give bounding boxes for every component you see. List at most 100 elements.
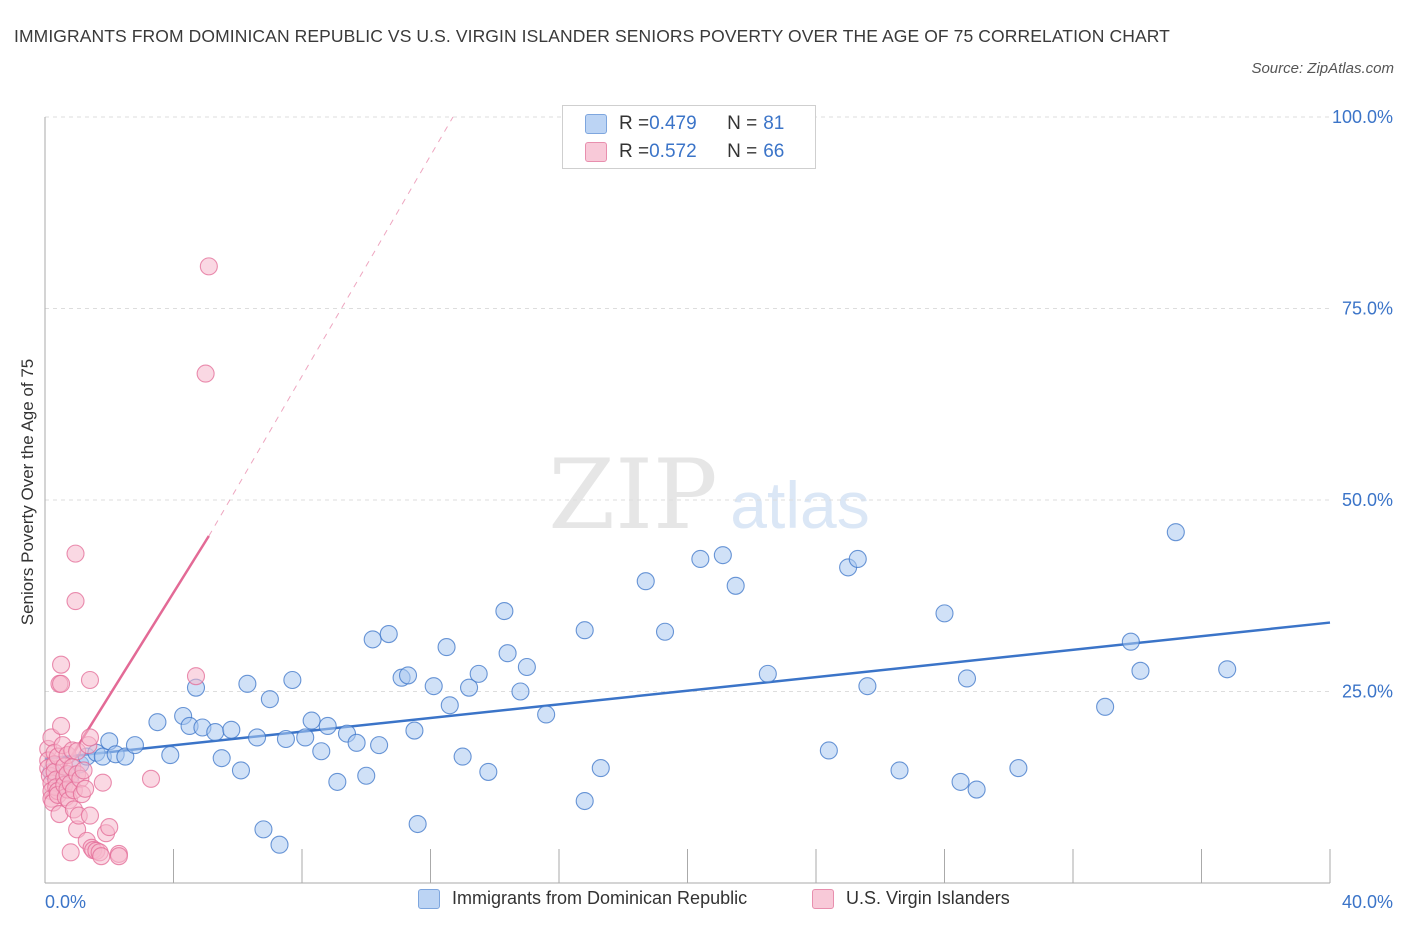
legend-row-dominican: R = 0.479 N = 81 [585,112,784,136]
point-dominican [1166,523,1185,542]
series-legend-virgin-islanders: U.S. Virgin Islanders [812,888,1010,909]
point-virgin-islanders [52,674,71,693]
tick-labels: 25.0% 50.0% 75.0% 100.0% 0.0% 40.0% [45,107,1393,912]
x-tick-label: 40.0% [1342,892,1393,912]
point-dominican [302,711,321,730]
point-dominican [206,723,225,742]
point-virgin-islanders [93,773,112,792]
point-dominican [296,728,315,747]
point-dominican [636,572,655,591]
legend-r-label: R = [619,141,650,162]
point-dominican [1131,661,1150,680]
point-dominican [148,713,167,732]
point-dominican [238,674,257,693]
series-legend-label: U.S. Virgin Islanders [846,888,1010,908]
y-tick-label: 50.0% [1342,490,1393,510]
point-virgin-islanders [66,544,85,563]
point-virgin-islanders [141,769,161,788]
source-label: Source: ZipAtlas.com [1251,60,1394,77]
point-dominican [405,721,424,740]
point-virgin-islanders [66,592,85,611]
point-dominican [517,657,536,677]
y-tick-label: 100.0% [1332,107,1393,127]
watermark-atlas: atlas [730,468,869,542]
point-dominican [318,716,337,736]
point-dominican [161,746,180,765]
legend-swatch-blue [585,114,607,134]
point-dominican [1218,660,1237,679]
gridlines [45,116,1330,692]
point-dominican [495,602,514,621]
watermark-zip: ZIP [548,439,717,551]
point-virgin-islanders [92,847,111,866]
point-dominican [890,761,909,780]
point-dominican [575,791,594,811]
point-dominican [379,624,398,644]
point-dominican [437,638,456,657]
y-tick-label: 75.0% [1342,299,1393,319]
point-virgin-islanders [52,716,71,736]
point-dominican [440,696,459,715]
point-virgin-islanders [186,667,206,686]
point-dominican [424,677,443,696]
point-virgin-islanders [52,655,71,674]
point-dominican [498,644,517,663]
point-dominican [951,772,970,791]
point-virgin-islanders [100,818,119,837]
series-legend-label: Immigrants from Dominican Republic [452,888,748,908]
watermark: ZIP atlas [548,439,869,551]
point-dominican [967,780,986,799]
legend-n-value: 81 [763,113,785,134]
legend: R = 0.479 N = 81 R = 0.572 N = 66 [562,105,816,169]
point-virgin-islanders [80,670,100,690]
legend-n-label: N = [727,141,758,162]
point-dominican [957,669,977,688]
point-dominican [758,664,777,683]
point-dominican [575,621,594,640]
point-dominican [1121,632,1140,651]
point-dominican [848,549,867,569]
point-dominican [347,733,366,752]
point-dominican [537,705,556,724]
data-points [39,257,1237,866]
point-dominican [363,630,382,649]
series-swatch-pink [812,888,834,909]
point-virgin-islanders [199,257,218,276]
point-dominican [858,677,877,696]
legend-r-label: R = [619,113,650,134]
point-dominican [713,546,732,565]
point-dominican [328,772,347,791]
x-tick-label: 0.0% [45,892,86,912]
point-virgin-islanders [80,728,100,747]
point-virgin-islanders [76,779,95,798]
point-dominican [408,814,427,834]
series-swatch-blue [418,888,440,909]
y-tick-label: 25.0% [1342,682,1393,702]
legend-r-value: 0.572 [649,141,697,162]
legend-n-label: N = [727,113,758,134]
point-dominican [231,761,251,780]
point-dominican [222,720,241,739]
point-dominican [1096,697,1115,716]
series-legend: Immigrants from Dominican Republic U.S. … [0,888,1406,916]
point-virgin-islanders [74,761,93,780]
legend-n-value: 66 [763,141,785,162]
point-dominican [511,682,530,701]
point-dominican [212,749,231,768]
point-dominican [398,666,418,685]
series-legend-dominican: Immigrants from Dominican Republic [418,888,747,909]
point-dominican [260,690,279,709]
point-dominican [254,820,273,839]
trend-extension-virgin-islanders [208,116,454,537]
point-dominican [819,741,838,760]
point-dominican [247,728,267,747]
legend-swatch-pink [585,142,607,162]
point-dominican [312,742,331,761]
point-dominican [459,678,479,697]
chart-title: IMMIGRANTS FROM DOMINICAN REPUBLIC VS U.… [14,26,1170,46]
point-dominican [453,747,472,766]
point-dominican [276,729,295,749]
point-dominican [935,604,954,623]
legend-row-virgin-islanders: R = 0.572 N = 66 [585,140,784,164]
